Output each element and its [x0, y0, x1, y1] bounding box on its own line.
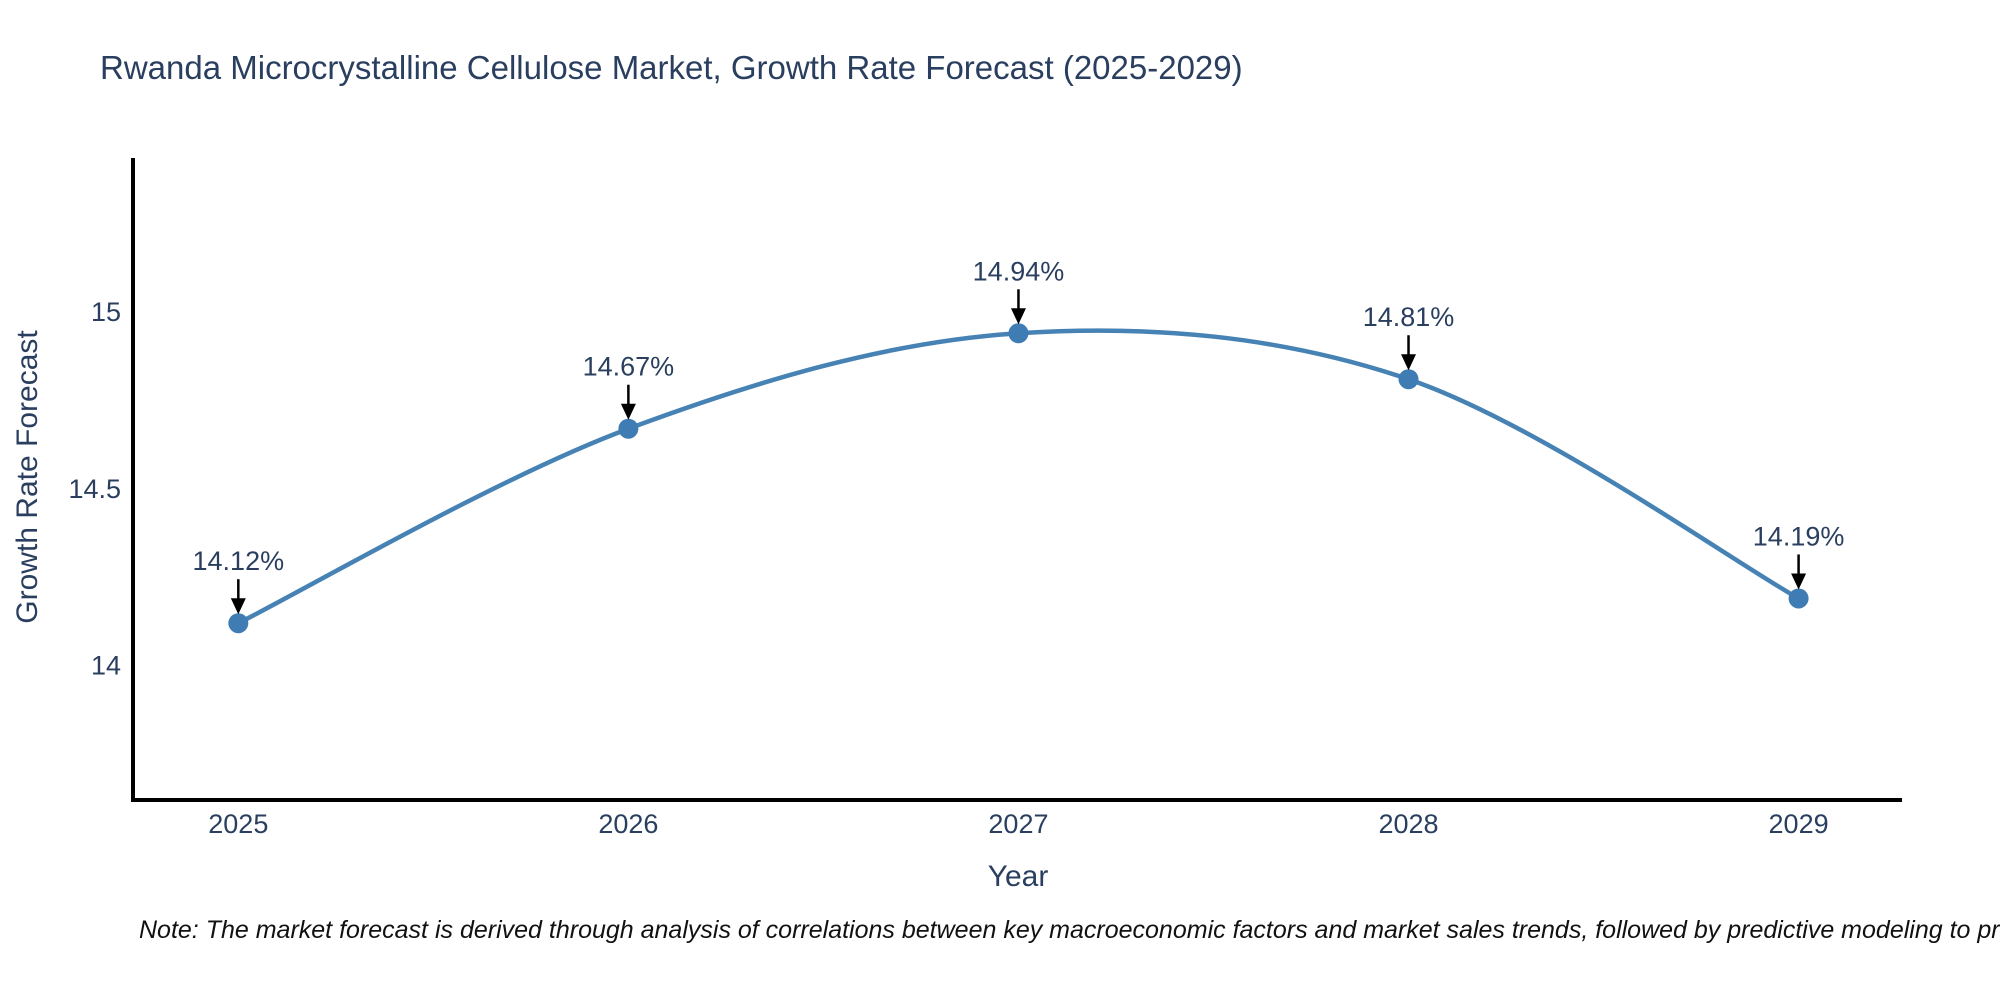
x-tick-label: 2029 — [1769, 809, 1829, 839]
y-tick-label: 14.5 — [68, 474, 121, 504]
annotation-arrow-head — [1010, 308, 1026, 325]
point-annotation-label: 14.67% — [583, 352, 675, 382]
annotation-arrow-head — [1401, 354, 1417, 371]
data-point — [618, 418, 639, 439]
x-axis-title: Year — [987, 860, 1049, 893]
chart-title: Rwanda Microcrystalline Cellulose Market… — [100, 49, 1243, 86]
y-tick-label: 14 — [91, 651, 121, 681]
annotation-arrow-head — [1791, 573, 1807, 590]
annotation-arrow-head — [620, 403, 636, 420]
y-tick-label: 15 — [91, 297, 121, 327]
data-point — [228, 613, 249, 634]
x-tick-label: 2028 — [1378, 809, 1438, 839]
x-tick-label: 2027 — [988, 809, 1048, 839]
annotation-arrow-head — [230, 598, 246, 615]
point-annotation-label: 14.81% — [1363, 302, 1455, 332]
point-annotation-label: 14.12% — [193, 546, 285, 576]
forecast-line — [237, 328, 1800, 626]
x-tick-label: 2025 — [208, 809, 268, 839]
data-point — [1398, 369, 1419, 390]
footnote: Note: The market forecast is derived thr… — [139, 916, 2000, 944]
x-tick-label: 2026 — [598, 809, 658, 839]
data-point — [1008, 323, 1029, 344]
point-annotation-label: 14.19% — [1753, 521, 1845, 551]
point-annotation-label: 14.94% — [973, 256, 1065, 286]
data-point — [1788, 588, 1809, 609]
axis-lines — [131, 158, 1902, 802]
